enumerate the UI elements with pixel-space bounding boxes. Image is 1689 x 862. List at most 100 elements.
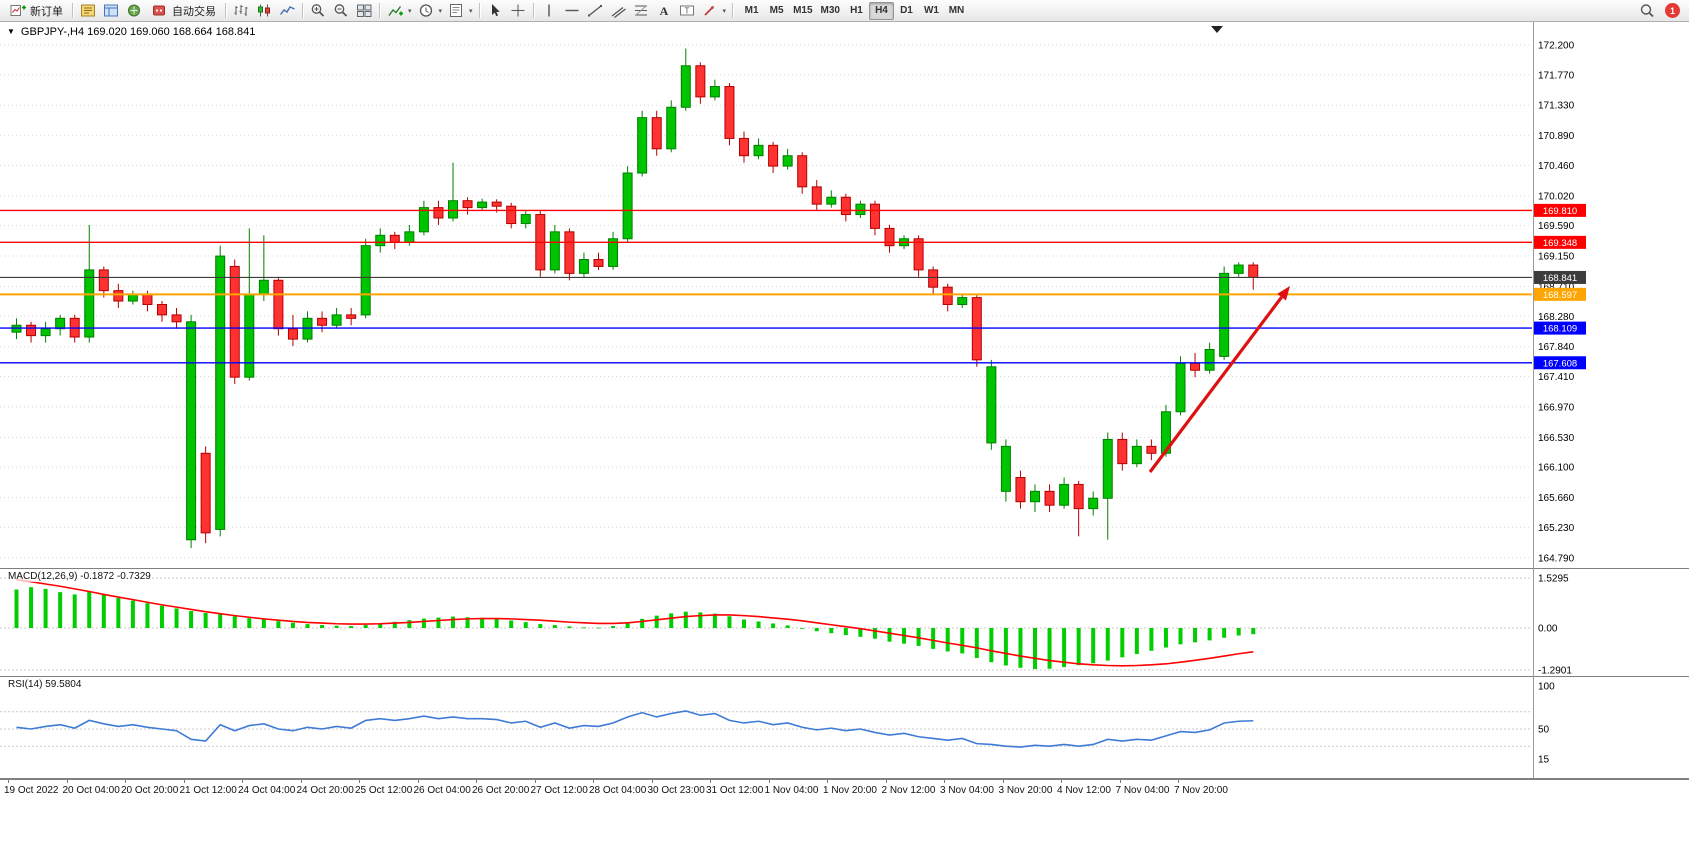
vertical-line-icon: [541, 3, 558, 18]
svg-text:A: A: [659, 4, 668, 18]
market-watch-button[interactable]: [77, 1, 100, 20]
text-label-button[interactable]: T: [676, 1, 699, 20]
trendline-button[interactable]: [584, 1, 607, 20]
toolbar-separator: [732, 3, 735, 18]
time-tick: [476, 780, 477, 783]
timeframe-m5-button[interactable]: M5: [764, 2, 789, 20]
toolbar-separator: [302, 3, 304, 18]
vertical-line-button[interactable]: [538, 1, 561, 20]
fibonacci-button[interactable]: [630, 1, 653, 20]
bar-chart-button[interactable]: [230, 1, 253, 20]
search-button[interactable]: [1636, 1, 1659, 20]
timeframe-m30-button[interactable]: M30: [817, 2, 844, 20]
navigator-button[interactable]: [123, 1, 146, 20]
price-axis-label: 166.970: [1538, 402, 1575, 413]
main-toolbar: 新订单 自动交易 ▾ ▾ ▾ A T ▾ M1 M5 M15 M30 H1 H4 D1 W1 M…: [0, 0, 1689, 22]
price-axis-label: 168.710: [1538, 282, 1575, 293]
text-label-icon: T: [679, 3, 696, 18]
toolbar-separator: [379, 3, 381, 18]
time-tick: [183, 780, 185, 783]
time-tick: [768, 780, 770, 783]
zoom-out-button[interactable]: [330, 1, 353, 20]
timeframe-m1-button[interactable]: M1: [739, 2, 764, 20]
tile-windows-button[interactable]: [353, 1, 376, 20]
toolbar-separator: [532, 3, 535, 18]
indicators-button[interactable]: ▾: [384, 1, 415, 20]
time-tick: [242, 780, 243, 783]
text-icon: A: [656, 3, 673, 18]
time-axis-label: 1 Nov 04:00: [764, 785, 819, 796]
zoom-in-button[interactable]: [307, 1, 330, 20]
macd-scale-label: 1.5295: [1538, 574, 1569, 585]
time-tick: [651, 780, 653, 783]
rsi-scale-label: 50: [1538, 725, 1550, 736]
time-tick: [8, 780, 9, 783]
time-tick: [1178, 780, 1179, 783]
line-chart-button[interactable]: [276, 1, 299, 20]
time-tick: [885, 780, 887, 783]
zoom-in-icon: [310, 3, 327, 18]
price-tag: 169.348: [1543, 238, 1577, 249]
timeframe-d1-button[interactable]: D1: [894, 2, 919, 20]
time-tick: [1002, 780, 1004, 783]
time-tick: [1119, 780, 1121, 783]
time-axis-label: 19 Oct 2022: [4, 785, 59, 796]
indicators-icon: [387, 3, 404, 18]
time-tick: [944, 780, 945, 783]
time-axis-label: 7 Nov 04:00: [1115, 785, 1170, 796]
crosshair-button[interactable]: [507, 1, 530, 20]
periods-button[interactable]: ▾: [415, 1, 446, 20]
text-button[interactable]: A: [653, 1, 676, 20]
time-tick: [125, 780, 126, 783]
channel-button[interactable]: [607, 1, 630, 20]
time-axis-label: 31 Oct 12:00: [706, 785, 764, 796]
notification-badge[interactable]: 1: [1665, 3, 1680, 18]
rsi-panel-canvas[interactable]: 100 50 15: [0, 676, 1689, 779]
chevron-down-icon: ▾: [438, 7, 443, 15]
candlestick-chart-button[interactable]: [253, 1, 276, 20]
price-tag: 168.597: [1543, 290, 1577, 301]
timeframe-toolbar: M1 M5 M15 M30 H1 H4 D1 W1 MN: [739, 1, 969, 20]
one-click-trading-toggle[interactable]: ▼: [7, 27, 15, 36]
timeframe-h4-button[interactable]: H4: [868, 1, 894, 20]
time-axis[interactable]: 19 Oct 2022 20 Oct 04:00 20 Oct 20:00 21 Oc…: [0, 779, 1689, 802]
templates-button[interactable]: ▾: [445, 1, 476, 20]
time-axis-label: 2 Nov 12:00: [881, 785, 936, 796]
price-tag: 167.608: [1543, 358, 1577, 369]
tile-windows-icon: [356, 3, 373, 18]
horizontal-line-button[interactable]: [561, 1, 584, 20]
macd-panel-canvas[interactable]: 1.5295 0.00 -1.2901: [0, 568, 1689, 676]
time-axis-label: 26 Oct 04:00: [413, 785, 471, 796]
time-tick: [710, 780, 711, 783]
auto-trading-button[interactable]: 自动交易: [146, 1, 222, 20]
macd-signal-line: [16, 578, 1254, 667]
shapes-button[interactable]: ▾: [699, 1, 730, 20]
auto-trading-label: 自动交易: [172, 5, 216, 18]
price-axis-label: 170.460: [1538, 161, 1575, 172]
zoom-out-icon: [333, 3, 350, 18]
timeframe-w1-button[interactable]: W1: [919, 2, 944, 20]
time-axis-label: 26 Oct 20:00: [472, 785, 530, 796]
chart-window: 172.200 171.770 171.330 170.890 170.460 170.0…: [0, 22, 1689, 862]
main-chart-canvas[interactable]: 172.200 171.770 171.330 170.890 170.460 170.0…: [0, 22, 1689, 568]
price-axis-label: 169.590: [1538, 221, 1575, 232]
time-axis-label: 3 Nov 20:00: [998, 785, 1053, 796]
chevron-down-icon: ▾: [722, 7, 727, 15]
market-watch-icon: [80, 3, 97, 18]
cursor-button[interactable]: [484, 1, 507, 20]
new-order-button[interactable]: 新订单: [4, 1, 69, 20]
time-axis-label: 20 Oct 20:00: [121, 785, 179, 796]
time-tick: [359, 780, 360, 783]
timeframe-m15-button[interactable]: M15: [789, 2, 816, 20]
svg-text:T: T: [684, 7, 689, 16]
data-window-button[interactable]: [100, 1, 123, 20]
price-tag: 168.841: [1543, 273, 1577, 284]
timeframe-mn-button[interactable]: MN: [944, 2, 969, 20]
timeframe-h1-button[interactable]: H1: [844, 2, 869, 20]
price-axis-label: 166.530: [1538, 433, 1575, 444]
data-window-icon: [103, 3, 120, 18]
price-tag: 168.109: [1543, 324, 1577, 335]
time-axis-label: 27 Oct 12:00: [530, 785, 588, 796]
time-tick: [534, 780, 536, 783]
price-axis-label: 166.100: [1538, 463, 1575, 474]
